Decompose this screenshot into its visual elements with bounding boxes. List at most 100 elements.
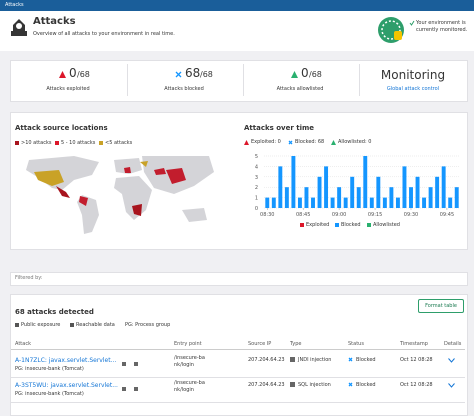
square xyxy=(134,387,138,391)
monitoring-link[interactable]: Global attack control xyxy=(386,86,440,92)
square xyxy=(15,141,19,145)
column-header: Attack xyxy=(15,341,31,347)
bar xyxy=(337,187,342,208)
bar xyxy=(402,166,407,208)
chart-summary-item: Allowlisted: 0 xyxy=(338,139,372,145)
square-icon xyxy=(290,357,295,362)
timestamp: Oct 12 08:28 xyxy=(400,357,433,363)
square-icon xyxy=(15,141,19,145)
monitor-icon xyxy=(378,17,404,43)
bar xyxy=(363,156,368,208)
details-toggle[interactable] xyxy=(448,383,455,388)
bar xyxy=(395,197,400,208)
square-icon xyxy=(70,323,74,327)
status: Blocked xyxy=(356,357,376,363)
triangle xyxy=(291,71,298,78)
chevron xyxy=(448,383,455,388)
column-header: Details xyxy=(444,341,462,347)
format-table-button[interactable]: Format table xyxy=(418,299,464,313)
bar xyxy=(448,197,453,208)
square-icon xyxy=(367,223,371,227)
square xyxy=(300,223,304,227)
column-header: Source IP xyxy=(248,341,272,347)
attack-link[interactable]: A-1N7ZLC: javax.servlet.Servlet... xyxy=(15,357,117,364)
bar xyxy=(454,187,459,208)
entry-point: /insecure-bank/login xyxy=(174,380,205,393)
cross xyxy=(348,357,353,362)
x-tick-label: 09:45 xyxy=(440,212,454,218)
cross xyxy=(348,382,353,387)
bar xyxy=(297,197,302,208)
filter-label: Filtered by: xyxy=(15,275,43,281)
chart-summary-item: Exploited: 0 xyxy=(251,139,281,145)
square-icon xyxy=(122,387,126,391)
cross-icon xyxy=(288,140,293,145)
bar xyxy=(330,197,335,208)
bar xyxy=(278,166,283,208)
bar xyxy=(311,197,315,208)
triangle xyxy=(244,140,249,145)
row-divider xyxy=(11,377,465,378)
square xyxy=(122,387,126,391)
card-divider xyxy=(243,64,244,96)
page-subtitle: Overview of all attacks to your environm… xyxy=(33,31,175,37)
filter-bar[interactable] xyxy=(10,272,468,286)
cross-icon xyxy=(175,71,182,78)
square-icon xyxy=(290,382,295,387)
square-icon xyxy=(134,362,138,366)
attacks-icon xyxy=(11,19,27,36)
column-header: Entry point xyxy=(174,341,202,347)
bar xyxy=(428,187,433,208)
triangle xyxy=(59,71,66,78)
triangle-icon xyxy=(59,71,66,78)
entry-point: /insecure-bank/login xyxy=(174,355,205,368)
column-header: Timestamp xyxy=(400,341,428,347)
x-tick-label: 08:45 xyxy=(296,212,310,218)
summary-total: /68 xyxy=(309,70,322,79)
bar xyxy=(369,197,374,208)
cross xyxy=(288,140,293,145)
triangle-icon xyxy=(291,71,298,78)
triangle xyxy=(331,140,336,145)
cross-icon xyxy=(348,382,353,387)
table-title: 68 attacks detected xyxy=(15,308,94,316)
summary-total: /68 xyxy=(77,70,90,79)
square xyxy=(122,362,126,366)
chart-summary-item: Blocked: 68 xyxy=(295,139,325,145)
charts-panel xyxy=(10,112,468,250)
summary-count: 0 xyxy=(69,66,77,80)
bar xyxy=(350,176,355,208)
source-ip: 207.204.64.23 xyxy=(248,382,285,388)
square xyxy=(335,223,339,227)
summary-panel xyxy=(10,60,468,102)
card-divider xyxy=(359,64,360,96)
square xyxy=(15,323,19,327)
attack-type: SQL injection xyxy=(298,382,331,388)
attack-type: JNDI injection xyxy=(298,357,332,363)
attack-link[interactable]: A-3ST5WU: javax.servlet.Servlet... xyxy=(15,382,118,389)
bar xyxy=(304,187,309,208)
bar xyxy=(441,166,446,208)
top-bar xyxy=(0,0,474,11)
process-group: PG: insecure-bank (Tomcat) xyxy=(15,391,84,397)
triangle-icon xyxy=(244,140,249,145)
square xyxy=(290,357,295,362)
x-tick-label: 09:30 xyxy=(404,212,418,218)
bar xyxy=(324,166,329,208)
table-header-bg xyxy=(11,337,465,350)
bar xyxy=(382,197,387,208)
summary-count: 0 xyxy=(301,66,309,80)
square xyxy=(134,362,138,366)
details-toggle[interactable] xyxy=(448,358,455,363)
bar xyxy=(271,197,276,208)
card-divider xyxy=(127,64,128,96)
summary-total: /68 xyxy=(200,70,213,79)
page-title: Attacks xyxy=(33,16,76,27)
bar xyxy=(343,197,348,208)
top-bar-title: Attacks xyxy=(5,2,24,8)
source-ip: 207.204.64.23 xyxy=(248,357,285,363)
square xyxy=(55,141,59,145)
square-icon xyxy=(300,223,304,227)
chart-title: Attacks over time xyxy=(244,124,315,132)
y-tick-label: 3 xyxy=(255,175,258,181)
